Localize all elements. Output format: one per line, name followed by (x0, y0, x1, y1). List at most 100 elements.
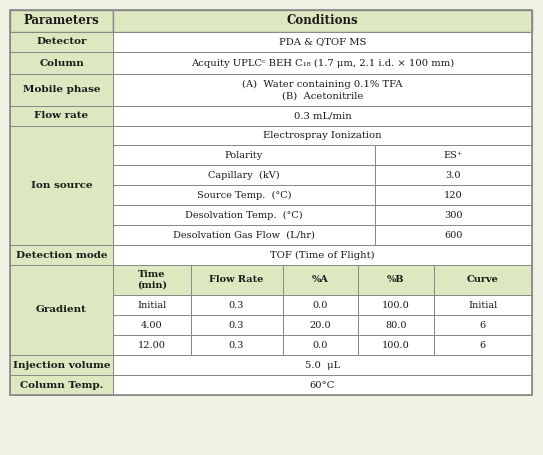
Text: 100.0: 100.0 (382, 340, 410, 349)
Text: 100.0: 100.0 (382, 300, 410, 309)
Bar (358, 315, 433, 335)
Text: Column: Column (39, 59, 84, 67)
Bar (375, 225, 532, 245)
Text: 300: 300 (444, 211, 463, 219)
Text: Desolvation Temp.  (°C): Desolvation Temp. (°C) (185, 210, 303, 220)
Text: 0.3: 0.3 (229, 300, 244, 309)
Bar (113, 355, 532, 375)
Text: Conditions: Conditions (287, 15, 358, 27)
Bar (10, 10, 113, 32)
Text: Initial: Initial (468, 300, 497, 309)
Text: Desolvation Gas Flow  (L/hr): Desolvation Gas Flow (L/hr) (173, 231, 315, 239)
Bar (10, 52, 113, 74)
Text: %A: %A (312, 275, 329, 284)
Bar (113, 10, 532, 32)
Text: 12.00: 12.00 (138, 340, 166, 349)
Bar (10, 126, 113, 245)
Bar (10, 74, 113, 106)
Text: Detector: Detector (36, 37, 87, 46)
Text: Injection volume: Injection volume (12, 360, 110, 369)
Text: 0.3: 0.3 (229, 320, 244, 329)
Bar (283, 265, 358, 295)
Text: 0.3 mL/min: 0.3 mL/min (294, 111, 351, 121)
Text: Acquity UPLCᶜ BEH C₁₈ (1.7 μm, 2.1 i.d. × 100 mm): Acquity UPLCᶜ BEH C₁₈ (1.7 μm, 2.1 i.d. … (191, 58, 454, 67)
Text: Electrospray Ionization: Electrospray Ionization (263, 131, 382, 140)
Bar (10, 145, 113, 165)
Text: PDA & QTOF MS: PDA & QTOF MS (279, 37, 366, 46)
Bar (10, 335, 113, 355)
Text: 120: 120 (444, 191, 463, 199)
Bar (358, 295, 433, 315)
Bar (10, 295, 113, 315)
Bar (433, 295, 532, 315)
Bar (10, 126, 113, 145)
Bar (113, 32, 532, 52)
Text: 0.0: 0.0 (313, 340, 328, 349)
Text: (B)  Acetonitrile: (B) Acetonitrile (282, 91, 363, 101)
Text: TOF (Time of Flight): TOF (Time of Flight) (270, 250, 375, 259)
Bar (113, 165, 375, 185)
Text: Flow rate: Flow rate (34, 111, 89, 121)
Bar (10, 265, 113, 355)
Text: Polarity: Polarity (225, 151, 263, 160)
Text: 80.0: 80.0 (385, 320, 407, 329)
Text: Detection mode: Detection mode (16, 251, 108, 259)
Bar (191, 335, 283, 355)
Text: 60°C: 60°C (310, 380, 335, 389)
Text: Flow Rate: Flow Rate (210, 275, 264, 284)
Bar (113, 52, 532, 74)
Text: Gradient: Gradient (36, 305, 87, 314)
Bar (10, 315, 113, 335)
Bar (10, 32, 113, 52)
Bar (10, 355, 113, 375)
Bar (113, 145, 375, 165)
Bar (191, 295, 283, 315)
Text: Time
(min): Time (min) (137, 270, 167, 290)
Text: ES⁺: ES⁺ (444, 151, 463, 160)
Bar (358, 265, 433, 295)
Bar (283, 335, 358, 355)
Bar (113, 245, 532, 265)
Bar (10, 225, 113, 245)
Bar (283, 295, 358, 315)
Bar (113, 74, 532, 106)
Text: Parameters: Parameters (24, 15, 99, 27)
Bar (10, 265, 113, 295)
Bar (375, 185, 532, 205)
Bar (113, 225, 375, 245)
Bar (10, 185, 113, 205)
Text: 0.3: 0.3 (229, 340, 244, 349)
Bar (113, 375, 532, 395)
Text: 600: 600 (444, 231, 463, 239)
Text: 20.0: 20.0 (310, 320, 331, 329)
Text: Capillary  (kV): Capillary (kV) (208, 171, 280, 180)
Bar (433, 335, 532, 355)
Bar (113, 106, 532, 126)
Bar (113, 265, 191, 295)
Bar (375, 145, 532, 165)
Bar (375, 205, 532, 225)
Bar (113, 126, 532, 145)
Text: Source Temp.  (°C): Source Temp. (°C) (197, 191, 291, 200)
Bar (113, 295, 191, 315)
Bar (10, 106, 113, 126)
Bar (10, 205, 113, 225)
Text: 6: 6 (479, 340, 486, 349)
Bar (113, 315, 191, 335)
Bar (10, 10, 532, 395)
Bar (10, 375, 113, 395)
Bar (375, 165, 532, 185)
Text: Column Temp.: Column Temp. (20, 380, 103, 389)
Text: 3.0: 3.0 (446, 171, 461, 180)
Bar (433, 265, 532, 295)
Text: Initial: Initial (137, 300, 166, 309)
Text: 4.00: 4.00 (141, 320, 162, 329)
Text: (A)  Water containing 0.1% TFA: (A) Water containing 0.1% TFA (242, 80, 403, 89)
Bar (113, 205, 375, 225)
Text: Curve: Curve (467, 275, 498, 284)
Text: %B: %B (387, 275, 405, 284)
Bar (113, 185, 375, 205)
Text: 5.0  μL: 5.0 μL (305, 360, 340, 369)
Bar (283, 315, 358, 335)
Text: 0.0: 0.0 (313, 300, 328, 309)
